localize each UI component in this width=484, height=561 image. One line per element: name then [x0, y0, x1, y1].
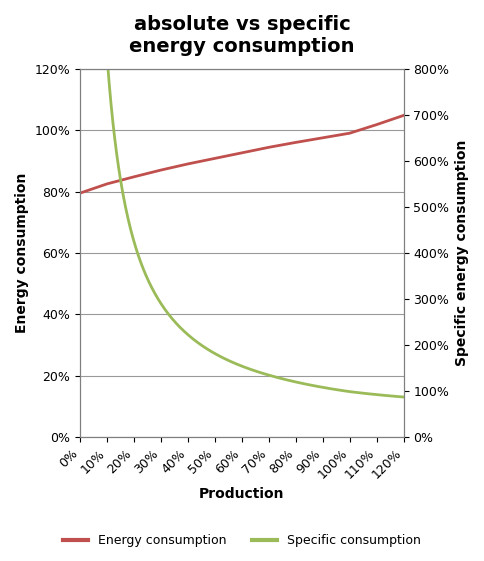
Specific consumption — [344, 388, 350, 394]
Energy consumption — [131, 173, 137, 180]
Energy consumption — [401, 112, 407, 119]
Energy consumption — [239, 149, 245, 156]
Energy consumption — [158, 167, 164, 173]
Energy consumption — [320, 135, 326, 141]
Energy consumption — [266, 144, 272, 151]
Energy consumption — [77, 190, 83, 196]
X-axis label: Production: Production — [199, 487, 285, 501]
Specific consumption — [237, 362, 243, 369]
Line: Specific consumption: Specific consumption — [88, 0, 404, 397]
Y-axis label: Energy consumption: Energy consumption — [15, 173, 29, 333]
Specific consumption — [401, 394, 407, 401]
Energy consumption — [293, 139, 299, 146]
Line: Energy consumption: Energy consumption — [80, 116, 404, 193]
Legend: Energy consumption, Specific consumption: Energy consumption, Specific consumption — [58, 529, 426, 552]
Energy consumption — [104, 181, 110, 187]
Energy consumption — [347, 130, 353, 136]
Specific consumption — [235, 361, 241, 368]
Energy consumption — [374, 121, 379, 128]
Title: absolute vs specific
energy consumption: absolute vs specific energy consumption — [129, 15, 355, 56]
Energy consumption — [185, 160, 191, 167]
Specific consumption — [273, 374, 279, 380]
Specific consumption — [393, 393, 399, 400]
Specific consumption — [256, 369, 262, 375]
Energy consumption — [212, 155, 218, 162]
Y-axis label: Specific energy consumption: Specific energy consumption — [455, 140, 469, 366]
